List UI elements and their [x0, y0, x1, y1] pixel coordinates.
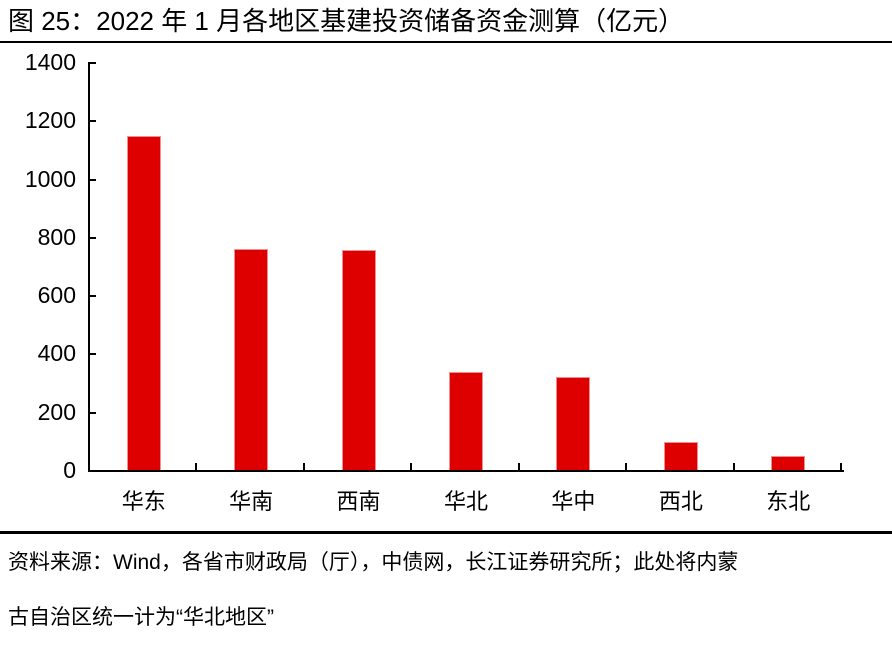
chart-bar-5	[556, 376, 591, 472]
y-axis-tick	[90, 178, 96, 181]
y-axis-tick-label: 400	[37, 340, 76, 367]
chart-bar-3	[341, 249, 376, 472]
title-divider-line	[0, 41, 892, 43]
y-axis-tick	[90, 62, 96, 64]
y-axis-tick	[90, 236, 96, 239]
x-axis-category-label: 华北	[443, 489, 488, 514]
x-axis-tick	[517, 463, 520, 470]
y-axis-tick-label: 0	[63, 457, 76, 483]
y-axis-tick	[90, 353, 96, 356]
chart-bar-2	[234, 248, 269, 472]
x-axis-tick	[195, 463, 198, 470]
bar-chart: 0 200 400 600 800 1000 1200 1400 华东 华南 西南 华北 华中 西北 东北	[0, 45, 892, 531]
x-axis-tick	[840, 463, 842, 470]
y-axis-line	[88, 62, 90, 472]
chart-bar-7	[771, 456, 806, 472]
x-axis-tick	[302, 463, 305, 470]
y-axis-tick-label: 1000	[24, 165, 76, 192]
y-axis-tick	[90, 295, 96, 298]
x-axis-category-label: 华南	[229, 489, 274, 514]
x-axis-tick	[88, 463, 90, 470]
y-axis-tick-label: 800	[37, 223, 76, 250]
y-axis-tick-label: 600	[37, 282, 76, 309]
y-axis-tick	[90, 411, 96, 414]
chart-bar-6	[663, 442, 698, 472]
figure-title: 图 25：2022 年 1 月各地区基建投资储备资金测算（亿元）	[8, 6, 685, 36]
x-axis-tick	[625, 463, 628, 470]
y-axis-tick	[90, 120, 96, 123]
x-axis-tick	[732, 463, 735, 470]
x-axis-tick	[410, 463, 413, 470]
x-axis-category-label: 华中	[551, 489, 596, 514]
x-axis-line	[88, 470, 844, 472]
x-axis-category-label: 西南	[336, 489, 381, 514]
chart-bar-1	[126, 136, 161, 472]
chart-bottom-divider-line	[0, 531, 892, 534]
source-note: 资料来源：Wind，各省市财政局（厅），中债网，长江证券研究所；此处将内蒙 古自…	[8, 548, 886, 633]
source-note-line-1: 资料来源：Wind，各省市财政局（厅），中债网，长江证券研究所；此处将内蒙	[8, 551, 739, 574]
source-note-line-2: 古自治区统一计为“华北地区”	[8, 606, 274, 629]
chart-bar-4	[449, 372, 483, 472]
x-axis-category-label: 华东	[121, 489, 166, 514]
x-axis-category-label: 东北	[766, 489, 811, 514]
y-axis-tick-label: 1200	[24, 107, 76, 134]
x-axis-category-label: 西北	[658, 489, 703, 514]
y-axis-tick-label: 1400	[24, 49, 76, 75]
y-axis-tick-label: 200	[37, 398, 76, 425]
